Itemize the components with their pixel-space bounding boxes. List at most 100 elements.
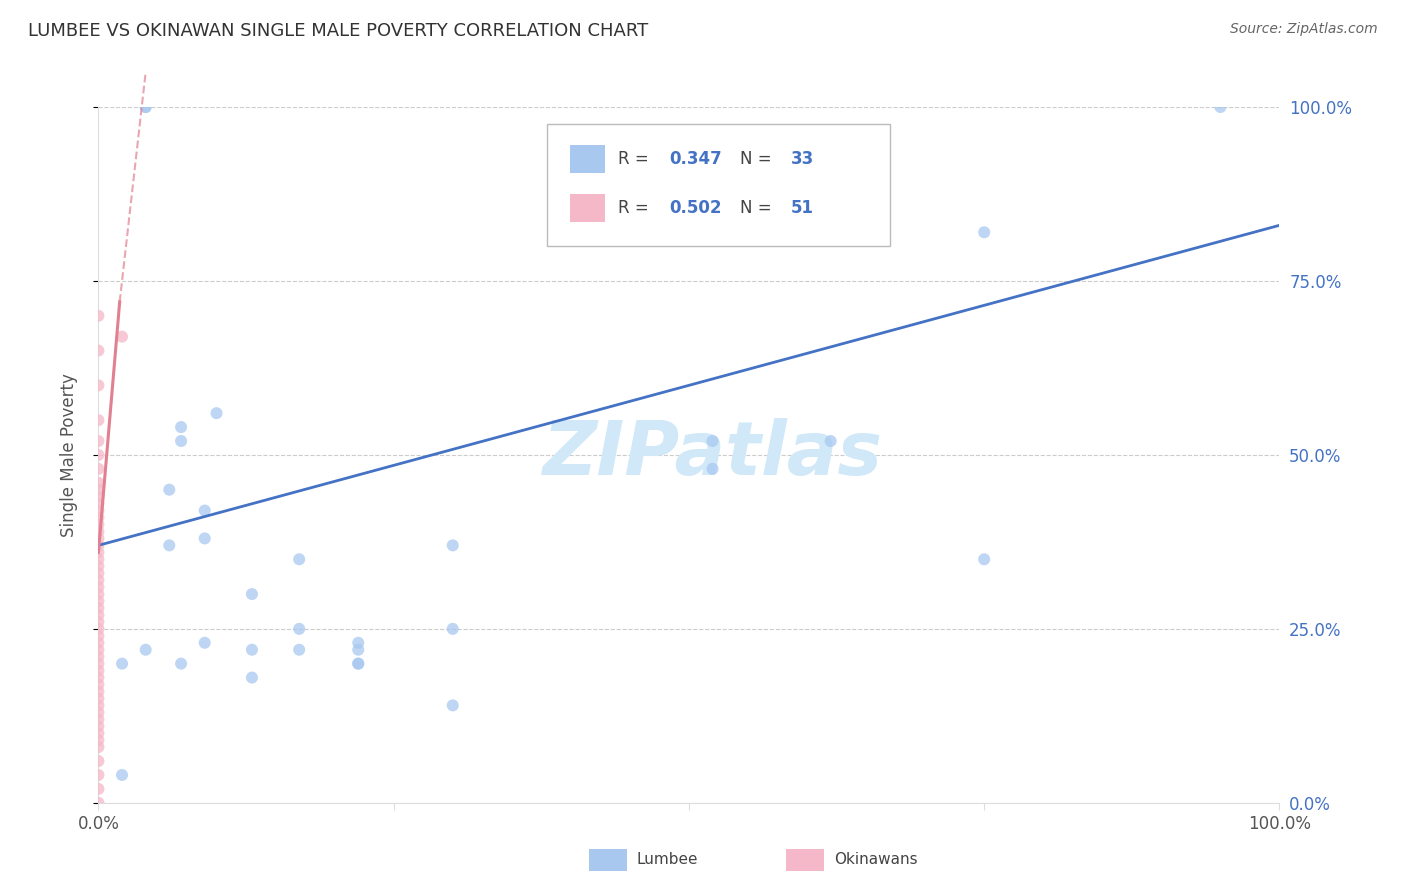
Text: 51: 51 [790, 199, 814, 217]
Point [87, 462, 110, 476]
Point [441, 622, 464, 636]
Point [87, 719, 110, 733]
Point [87, 497, 110, 511]
Point [111, 768, 134, 782]
Point [135, 100, 157, 114]
Point [87, 781, 110, 796]
Point [87, 587, 110, 601]
Point [87, 733, 110, 747]
Point [240, 671, 263, 685]
Point [87, 684, 110, 698]
Point [87, 796, 110, 810]
Point [87, 532, 110, 546]
Point [157, 538, 180, 552]
Point [87, 475, 110, 490]
Point [347, 642, 370, 657]
Text: N =: N = [740, 199, 776, 217]
Text: N =: N = [740, 150, 776, 169]
Point [194, 503, 217, 517]
Point [87, 503, 110, 517]
Point [87, 657, 110, 671]
Point [441, 698, 464, 713]
Point [87, 573, 110, 587]
Point [87, 483, 110, 497]
Point [87, 601, 110, 615]
FancyBboxPatch shape [786, 849, 824, 871]
Point [87, 706, 110, 720]
Text: 0.347: 0.347 [669, 150, 721, 169]
Point [240, 642, 263, 657]
FancyBboxPatch shape [589, 849, 627, 871]
Point [347, 636, 370, 650]
Point [973, 225, 995, 239]
Point [135, 642, 157, 657]
Point [87, 615, 110, 629]
Point [111, 657, 134, 671]
Point [87, 434, 110, 448]
Point [87, 677, 110, 691]
Point [87, 545, 110, 559]
Text: R =: R = [619, 150, 654, 169]
Text: 0.502: 0.502 [669, 199, 721, 217]
Point [87, 629, 110, 643]
Point [87, 636, 110, 650]
Point [170, 434, 193, 448]
Point [87, 768, 110, 782]
Point [87, 698, 110, 713]
Point [87, 754, 110, 768]
Point [87, 510, 110, 524]
Point [87, 671, 110, 685]
Point [87, 448, 110, 462]
Point [702, 434, 724, 448]
Point [87, 712, 110, 726]
Point [170, 657, 193, 671]
Point [347, 657, 370, 671]
Point [87, 413, 110, 427]
Point [87, 580, 110, 594]
Point [240, 587, 263, 601]
Point [87, 490, 110, 504]
Point [87, 538, 110, 552]
Text: ZIPatlas: ZIPatlas [543, 418, 883, 491]
Point [288, 552, 311, 566]
Point [87, 649, 110, 664]
Point [288, 642, 311, 657]
Point [87, 642, 110, 657]
Point [87, 524, 110, 539]
Point [87, 552, 110, 566]
Point [87, 740, 110, 755]
Point [87, 691, 110, 706]
Y-axis label: Single Male Poverty: Single Male Poverty [59, 373, 77, 537]
Point [1209, 100, 1232, 114]
Point [87, 594, 110, 608]
Point [87, 726, 110, 740]
Text: Source: ZipAtlas.com: Source: ZipAtlas.com [1230, 22, 1378, 37]
Point [87, 566, 110, 581]
Point [87, 664, 110, 678]
Point [194, 636, 217, 650]
Point [194, 532, 217, 546]
Point [170, 420, 193, 434]
Point [973, 552, 995, 566]
Text: R =: R = [619, 199, 654, 217]
Point [157, 483, 180, 497]
Point [87, 607, 110, 622]
Text: Okinawans: Okinawans [834, 853, 917, 867]
Text: Lumbee: Lumbee [637, 853, 699, 867]
Point [205, 406, 228, 420]
Point [111, 329, 134, 343]
Point [441, 538, 464, 552]
Point [288, 622, 311, 636]
Point [87, 622, 110, 636]
Point [702, 462, 724, 476]
Text: 33: 33 [790, 150, 814, 169]
FancyBboxPatch shape [547, 124, 890, 246]
Point [347, 657, 370, 671]
Point [87, 309, 110, 323]
Point [820, 434, 842, 448]
FancyBboxPatch shape [569, 194, 605, 222]
Point [87, 378, 110, 392]
Point [87, 343, 110, 358]
FancyBboxPatch shape [569, 145, 605, 173]
Point [87, 559, 110, 574]
